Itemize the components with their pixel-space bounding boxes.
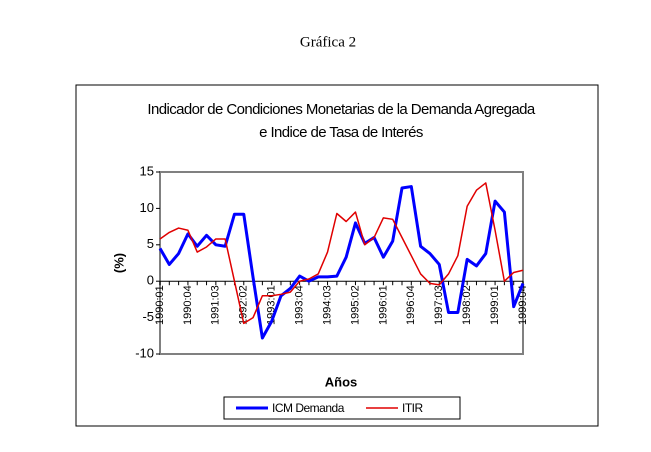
x-tick-label: 1991:03	[210, 285, 222, 325]
plot-area	[159, 171, 524, 355]
x-axis-label: Años	[325, 374, 358, 389]
y-tick-label: -5	[142, 309, 154, 324]
legend-label: ICM Demanda	[272, 401, 345, 415]
chart-subtitle: e Indice de Tasa de Interés	[259, 124, 423, 141]
x-tick-label: 1990:01	[154, 285, 166, 325]
x-tick-label: 1999:01	[489, 285, 501, 325]
x-tick-label: 1992:02	[238, 285, 250, 325]
x-tick-label: 1996:04	[405, 285, 417, 325]
y-axis-label: (%)	[111, 253, 126, 273]
y-tick-label: -10	[135, 345, 154, 360]
x-tick-label: 1995:02	[349, 285, 361, 325]
series-line	[159, 182, 524, 325]
chart-title: Indicador de Condiciones Monetarias de l…	[147, 101, 535, 118]
series-line	[158, 185, 525, 340]
x-tick-label: 1998:02	[461, 285, 473, 325]
x-tick-label: 1997:03	[433, 285, 445, 325]
legend-box	[223, 396, 461, 420]
y-tick-label: 0	[147, 273, 154, 288]
figure-caption: Gráfica 2	[300, 34, 356, 50]
x-tick-label: 1996:01	[377, 285, 389, 325]
y-tick-label: 5	[147, 236, 154, 251]
legend-label: ITIR	[402, 401, 423, 415]
x-tick-label: 1993:04	[294, 285, 306, 325]
y-tick-label: 15	[140, 163, 154, 178]
x-tick-label: 1994:03	[321, 285, 333, 325]
x-tick-label: 1990:04	[182, 285, 194, 325]
y-tick-label: 10	[140, 200, 154, 215]
